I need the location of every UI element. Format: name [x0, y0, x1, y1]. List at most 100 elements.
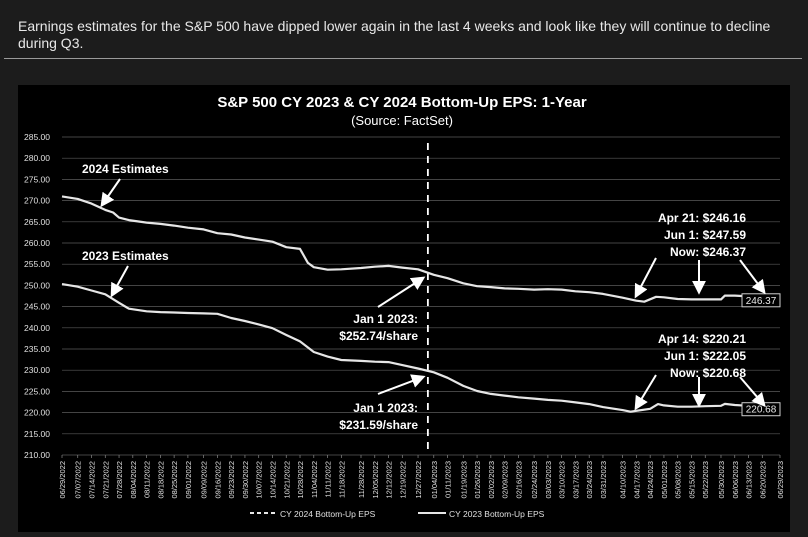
- axes: 285.00 280.00 275.00 270.00 265.00 260.00 255.…: [24, 132, 785, 499]
- y-tick-label: 220.00: [24, 408, 50, 418]
- y-tick-label: 260.00: [24, 238, 50, 248]
- x-tick-label: 03/17/2023: [571, 461, 580, 499]
- x-tick-label: 12/05/2022: [371, 461, 380, 499]
- x-tick-label: 06/13/2023: [745, 461, 754, 499]
- x-tick-label: 10/21/2022: [282, 461, 291, 499]
- x-tick-label: 04/17/2023: [632, 461, 641, 499]
- y-tick-label: 210.00: [24, 450, 50, 460]
- callout-2023-jan: Jan 1 2023:: [353, 401, 418, 415]
- x-tick-label: 07/21/2022: [101, 461, 110, 499]
- x-tick-label: 11/11/2022: [324, 461, 333, 497]
- chart-title: S&P 500 CY 2023 & CY 2024 Bottom-Up EPS:…: [217, 94, 586, 111]
- x-tick-label: 05/01/2023: [660, 461, 669, 499]
- x-tick-label: 08/25/2022: [170, 461, 179, 499]
- x-tick-label: 10/14/2022: [268, 461, 277, 499]
- x-tick-label: 01/11/2023: [444, 461, 453, 498]
- callout-2024-recent: Jun 1: $247.59: [664, 228, 746, 242]
- x-tick-label: 05/08/2023: [674, 461, 683, 499]
- x-tick-label: 05/22/2023: [701, 461, 710, 499]
- x-tick-label: 07/28/2022: [115, 461, 124, 499]
- x-tick-label: 11/18/2022: [337, 461, 346, 498]
- x-tick-label: 08/18/2022: [156, 461, 165, 499]
- label-2023-estimates: 2023 Estimates: [82, 249, 169, 263]
- y-tick-label: 265.00: [24, 217, 50, 227]
- y-tick-label: 255.00: [24, 259, 50, 269]
- caption-divider: [4, 58, 802, 59]
- annotations: 246.37 220.68 2024 Estimates 2023 Estimates…: [82, 162, 781, 432]
- annotation-arrow: [634, 257, 657, 299]
- eps-line-chart: S&P 500 CY 2023 & CY 2024 Bottom-Up EPS:…: [24, 94, 785, 519]
- x-tick-label: 09/30/2022: [241, 461, 250, 499]
- callout-2024-jan: Jan 1 2023:: [353, 312, 418, 326]
- annotation-arrow: [739, 376, 766, 408]
- annotation-arrow: [377, 374, 426, 395]
- label-2024-estimates: 2024 Estimates: [82, 162, 169, 176]
- article-caption: Earnings estimates for the S&P 500 have …: [18, 18, 771, 51]
- x-tick-label: 06/29/2022: [58, 461, 67, 499]
- callout-2023-recent: Apr 14: $220.21: [658, 332, 746, 346]
- y-tick-label: 215.00: [24, 429, 50, 439]
- x-tick-label: 03/03/2023: [544, 461, 553, 499]
- x-tick-label: 02/24/2023: [530, 461, 539, 499]
- x-tick-label: 09/01/2022: [184, 461, 193, 499]
- annotation-arrow: [739, 259, 766, 295]
- x-tick-label: 11/04/2022: [310, 461, 319, 498]
- y-tick-label: 245.00: [24, 302, 50, 312]
- x-tick-label: 06/20/2023: [758, 461, 767, 499]
- x-tick-label: 09/09/2022: [200, 461, 209, 499]
- x-tick-label: 03/31/2023: [599, 461, 608, 499]
- y-tick-label: 285.00: [24, 132, 50, 142]
- callout-2024-jan: $252.74/share: [339, 329, 418, 343]
- x-tick-label: 02/16/2023: [514, 461, 523, 499]
- legend: CY 2024 Bottom-Up EPS CY 2023 Bottom-Up E…: [250, 509, 545, 519]
- x-tick-label: 04/24/2023: [646, 461, 655, 499]
- y-tick-label: 225.00: [24, 386, 50, 396]
- x-tick-label: 11/28/2022: [357, 461, 366, 498]
- x-tick-label: 08/11/2022: [143, 461, 152, 498]
- y-tick-label: 280.00: [24, 153, 50, 163]
- chart-subtitle: (Source: FactSet): [351, 113, 453, 128]
- x-tick-label: 01/19/2023: [459, 461, 468, 499]
- callout-2023-recent: Now: $220.68: [670, 366, 746, 380]
- x-tick-label: 09/23/2022: [227, 461, 236, 499]
- series-lines: [61, 195, 781, 413]
- x-tick-label: 10/07/2022: [255, 461, 264, 499]
- x-tick-label: 05/15/2023: [687, 461, 696, 499]
- x-tick-label: 12/12/2022: [385, 461, 394, 499]
- annotation-arrow: [110, 265, 129, 298]
- x-tick-label: 07/07/2022: [74, 461, 83, 499]
- cy2023-eps-line: [61, 283, 781, 413]
- cy2024-eps-line: [61, 195, 781, 303]
- callout-2024-recent: Apr 21: $246.16: [658, 211, 746, 225]
- callout-2023-recent: Jun 1: $222.05: [664, 349, 746, 363]
- annotation-arrow: [100, 178, 121, 208]
- x-tick-label: 02/02/2023: [487, 461, 496, 499]
- legend-label-cy2024: CY 2024 Bottom-Up EPS: [280, 509, 376, 519]
- x-tick-label: 03/10/2023: [558, 461, 567, 499]
- x-tick-label: 10/28/2022: [296, 461, 305, 499]
- x-tick-label: 06/06/2023: [731, 461, 740, 499]
- x-tick-label: 06/29/2023: [776, 461, 785, 499]
- x-tick-label: 08/04/2022: [129, 461, 138, 499]
- callout-2023-jan: $231.59/share: [339, 418, 418, 432]
- x-tick-label: 01/26/2023: [473, 461, 482, 499]
- y-tick-label: 270.00: [24, 196, 50, 206]
- y-tick-label: 240.00: [24, 323, 50, 333]
- x-tick-label: 09/16/2022: [213, 461, 222, 499]
- legend-label-cy2023: CY 2023 Bottom-Up EPS: [449, 509, 545, 519]
- callout-2024-recent: Now: $246.37: [670, 245, 746, 259]
- y-tick-label: 235.00: [24, 344, 50, 354]
- x-tick-label: 02/09/2023: [501, 461, 510, 499]
- y-tick-label: 250.00: [24, 280, 50, 290]
- x-tick-label: 01/04/2023: [430, 461, 439, 499]
- x-tick-label: 03/24/2023: [585, 461, 594, 499]
- x-tick-label: 05/30/2023: [717, 461, 726, 499]
- end-value-label: 220.68: [746, 405, 777, 416]
- y-tick-label: 230.00: [24, 365, 50, 375]
- x-tick-label: 04/10/2023: [619, 461, 628, 499]
- gridlines: [62, 136, 780, 456]
- annotation-arrow: [377, 276, 426, 308]
- annotation-arrow: [634, 374, 657, 411]
- y-tick-label: 275.00: [24, 174, 50, 184]
- x-tick-label: 12/27/2022: [414, 461, 423, 499]
